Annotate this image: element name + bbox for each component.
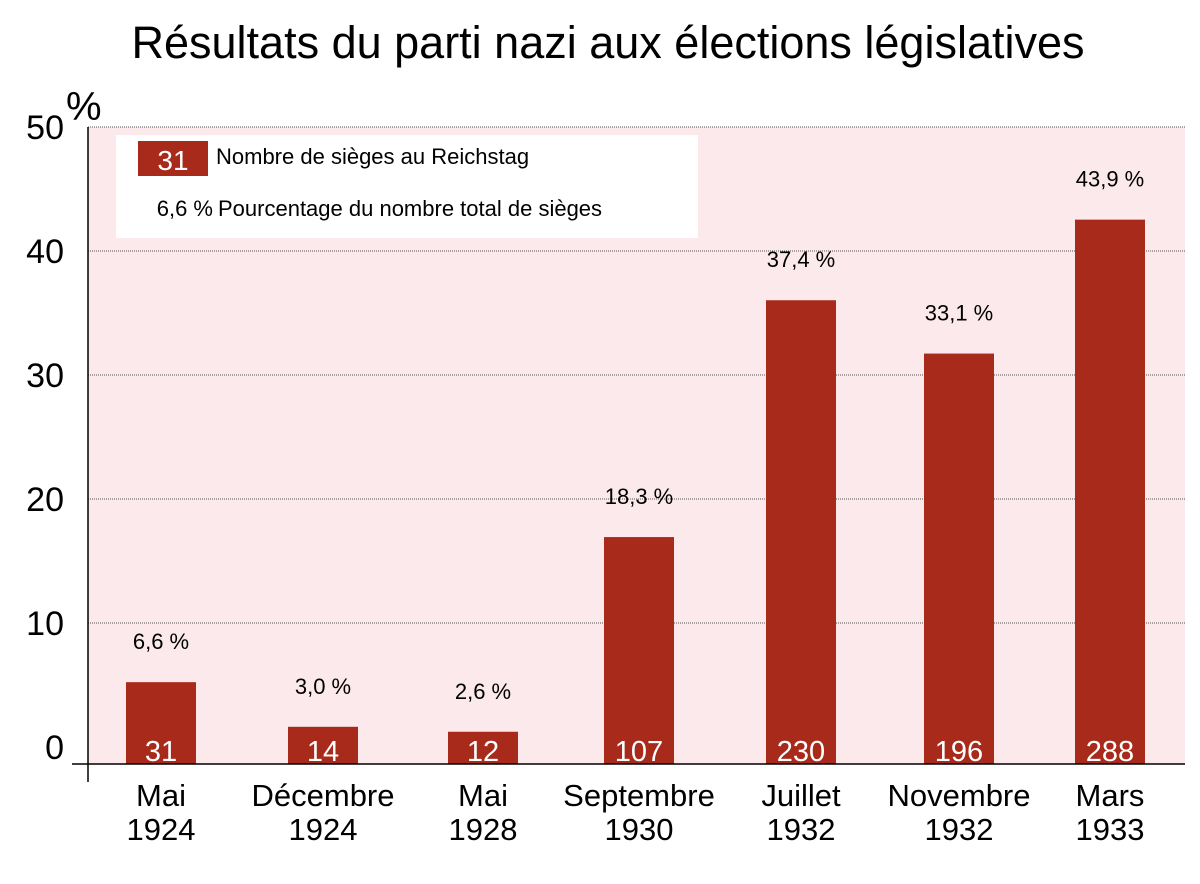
x-tick-label-line2: 1924 <box>289 812 358 847</box>
x-tick-label-line2: 1924 <box>127 812 196 847</box>
bar-seats-label: 288 <box>1086 736 1134 768</box>
legend: 31 Nombre de sièges au Reichstag 6,6 % P… <box>116 135 698 238</box>
bar-percent-label: 6,6 % <box>133 629 189 654</box>
bar-percent-label: 33,1 % <box>925 301 994 326</box>
x-tick-label-line1: Juillet <box>761 778 841 813</box>
y-axis-unit: % <box>66 85 102 129</box>
y-tick-label: 30 <box>26 357 64 395</box>
bar <box>604 537 674 764</box>
legend-seats-label: Nombre de sièges au Reichstag <box>216 144 529 169</box>
bar-seats-label: 230 <box>777 736 825 768</box>
bar-percent-label: 37,4 % <box>767 247 836 272</box>
y-tick-label: 20 <box>26 481 64 519</box>
bar-percent-label: 43,9 % <box>1076 167 1145 192</box>
x-tick-label-line1: Mars <box>1076 778 1145 813</box>
bar-percent-label: 3,0 % <box>295 674 351 699</box>
y-tick-label: 0 <box>45 729 64 767</box>
bar-seats-label: 14 <box>307 736 339 768</box>
x-tick-label-line1: Mai <box>458 778 508 813</box>
bar-seats-label: 31 <box>145 736 177 768</box>
bar-seats-label: 196 <box>935 736 983 768</box>
legend-swatch <box>138 141 208 176</box>
x-tick-label-line1: Mai <box>136 778 186 813</box>
y-tick-label: 10 <box>26 605 64 643</box>
bar <box>1075 219 1145 764</box>
legend-pct-sample: 6,6 % <box>157 196 213 221</box>
bar-percent-label: 2,6 % <box>455 679 511 704</box>
bar-seats-label: 12 <box>467 736 499 768</box>
x-tick-label-line2: 1928 <box>449 812 518 847</box>
bar <box>126 682 196 764</box>
x-tick-label-line1: Septembre <box>563 778 715 813</box>
bar <box>448 731 518 764</box>
bar-percent-label: 18,3 % <box>605 484 674 509</box>
x-tick-label-line2: 1932 <box>925 812 994 847</box>
x-tick-label-line2: 1932 <box>767 812 836 847</box>
x-tick-label-line1: Décembre <box>252 778 395 813</box>
x-tick-label-line2: 1930 <box>605 812 674 847</box>
bar <box>288 726 358 764</box>
x-tick-label-line2: 1933 <box>1076 812 1145 847</box>
legend-pct-label: Pourcentage du nombre total de sièges <box>218 196 602 221</box>
bar <box>766 300 836 764</box>
y-tick-label: 40 <box>26 233 64 271</box>
x-tick-label-line1: Novembre <box>888 778 1031 813</box>
legend-swatch-label: 31 <box>157 145 188 176</box>
legend-box <box>116 135 698 238</box>
y-tick-label: 50 <box>26 109 64 147</box>
chart-title: Résultats du parti nazi aux élections lé… <box>132 17 1085 68</box>
bar-seats-label: 107 <box>615 736 663 768</box>
bar <box>924 353 994 764</box>
